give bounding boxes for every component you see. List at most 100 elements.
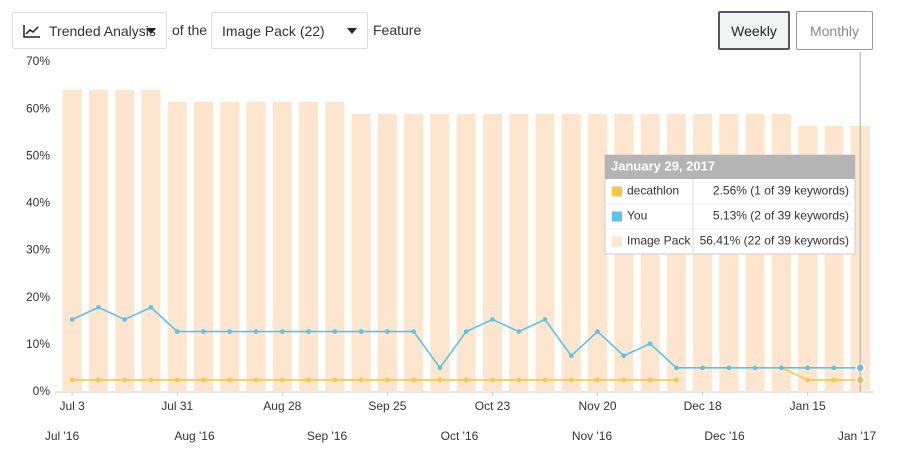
- x-group-label: Dec '16: [704, 429, 745, 443]
- point: [490, 317, 495, 322]
- x-group-label: Jan '17: [838, 429, 877, 443]
- bar: [535, 113, 555, 393]
- bar: [377, 113, 397, 393]
- line: [71, 306, 861, 370]
- point: [621, 377, 627, 383]
- line: [72, 367, 861, 381]
- bar: [771, 113, 791, 393]
- tooltip-swatch: [612, 236, 622, 247]
- x-tick-label: Jan 15: [790, 399, 826, 413]
- bar: [272, 101, 292, 392]
- point: [306, 329, 311, 334]
- point: [96, 377, 101, 383]
- point: [542, 377, 548, 383]
- bar: [719, 113, 739, 393]
- bar: [693, 113, 713, 393]
- y-tick-label: 0%: [33, 384, 51, 398]
- point: [148, 305, 154, 310]
- point: [306, 377, 311, 383]
- tooltip-box: [604, 154, 856, 255]
- feature-label: Image Pack (22): [222, 22, 325, 39]
- bar: [666, 113, 686, 393]
- point: [122, 377, 127, 383]
- point: [437, 365, 443, 371]
- point: [253, 329, 259, 334]
- bar: [482, 113, 502, 393]
- bar: [299, 101, 319, 392]
- y-tick-label: 10%: [26, 337, 50, 351]
- point: [674, 365, 679, 371]
- point: [411, 329, 416, 334]
- feature-dropdown[interactable]: Image Pack (22): [211, 12, 368, 49]
- point: [831, 365, 837, 371]
- point: [358, 329, 364, 334]
- point: [253, 377, 259, 383]
- point: [805, 377, 810, 383]
- bar: [561, 113, 581, 393]
- weekly-button[interactable]: Weekly: [718, 11, 790, 50]
- point: [332, 329, 338, 334]
- x-tick-label: Dec 18: [684, 399, 722, 413]
- point: [279, 377, 285, 383]
- point: [516, 377, 522, 383]
- bar: [824, 126, 844, 393]
- point: [568, 377, 574, 383]
- point: [122, 317, 127, 322]
- point: [463, 377, 469, 383]
- bar: [614, 113, 634, 393]
- tooltip-swatch: [612, 186, 622, 197]
- point: [542, 317, 548, 322]
- x-tick-label: Nov 20: [579, 399, 617, 413]
- x-group-label: Oct '16: [441, 429, 479, 443]
- y-tick-label: 30%: [26, 243, 50, 257]
- x-tick-label: Jul 3: [59, 399, 85, 413]
- bar: [404, 113, 424, 393]
- tooltip-value: 56.41% (22 of 39 keywords): [700, 234, 849, 248]
- point: [463, 329, 469, 334]
- point: [227, 329, 233, 334]
- point: [332, 377, 338, 383]
- tooltip-title: January 29, 2017: [611, 158, 715, 173]
- bar: [509, 113, 529, 393]
- point: [96, 305, 101, 310]
- bar: [193, 101, 213, 392]
- x-tick-label: Sep 25: [368, 399, 406, 413]
- point: [69, 317, 75, 322]
- point: [595, 377, 600, 383]
- y-tick-label: 40%: [26, 196, 50, 210]
- tooltip: January 29, 2017 decathlon 2.56% (1 of 39 …: [604, 154, 856, 255]
- x-group-label: Sep '16: [307, 429, 348, 443]
- point: [358, 377, 364, 383]
- point: [69, 377, 75, 383]
- y-tick-label: 60%: [26, 101, 50, 115]
- point: [411, 377, 416, 383]
- x-group-label: Jul '16: [45, 429, 80, 443]
- connector: of the: [172, 22, 208, 38]
- point: [779, 365, 784, 371]
- point: [490, 377, 495, 383]
- monthly-button[interactable]: Monthly: [796, 11, 873, 50]
- bar: [167, 101, 187, 392]
- x-tick-label: Oct 23: [475, 399, 511, 413]
- point: [516, 329, 522, 334]
- bar: [798, 126, 818, 393]
- x-tick-label: Jul 31: [161, 399, 193, 413]
- point: [805, 365, 810, 371]
- point: [855, 363, 865, 373]
- point: [201, 329, 206, 334]
- point: [831, 377, 837, 383]
- bar: [430, 113, 450, 393]
- point: [568, 353, 574, 359]
- point: [227, 377, 233, 383]
- bar: [640, 113, 660, 393]
- point: [201, 377, 206, 383]
- y-tick-label: 20%: [26, 290, 50, 304]
- analysis-dropdown[interactable]: Trended Analysis: [12, 12, 167, 49]
- x-group-label: Aug '16: [174, 429, 215, 443]
- tooltip-series-name: decathlon: [627, 184, 679, 198]
- bar: [351, 113, 371, 393]
- y-tick-label: 50%: [26, 148, 50, 162]
- bar: [456, 113, 476, 393]
